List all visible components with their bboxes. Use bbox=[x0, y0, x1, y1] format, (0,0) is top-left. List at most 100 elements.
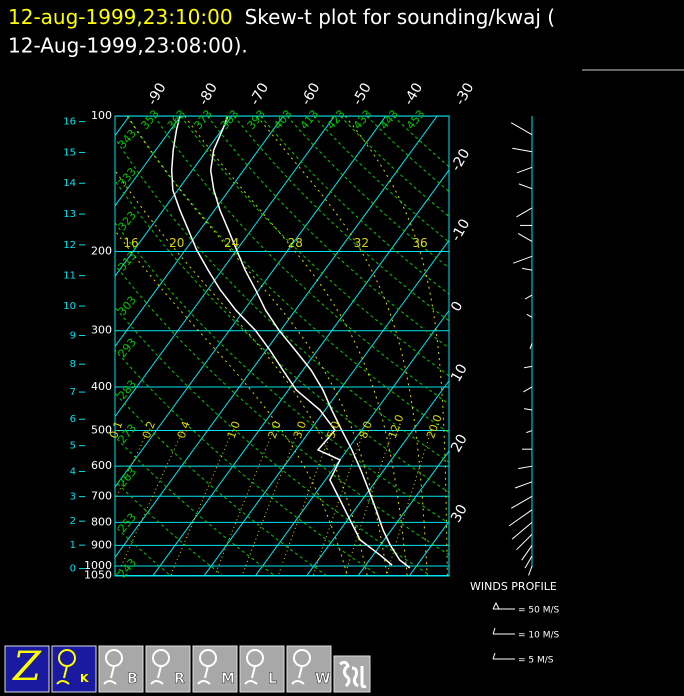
isotherm bbox=[152, 169, 449, 576]
timestamp: 12-aug-1999,23:10:00 bbox=[8, 5, 233, 29]
balloon-string bbox=[197, 665, 211, 685]
isotherm-label: 10 bbox=[448, 361, 471, 384]
height-label: 2 bbox=[70, 516, 76, 527]
wind-barb bbox=[516, 166, 533, 174]
balloon-string bbox=[244, 665, 258, 685]
mixing-ratio-label: 8.0 bbox=[357, 419, 375, 440]
height-label: 14 bbox=[63, 178, 76, 189]
moist-adiabat-label: 20 bbox=[169, 236, 184, 250]
toolbar-button[interactable]: M bbox=[192, 645, 238, 693]
pressure-label: 1050 bbox=[84, 569, 112, 582]
balloon-string bbox=[291, 665, 305, 685]
moist-adiabat-label: 24 bbox=[224, 236, 239, 250]
dry-adiabat bbox=[115, 436, 275, 576]
isotherm bbox=[306, 379, 449, 576]
pressure-label: 100 bbox=[91, 109, 112, 122]
toolbar-button[interactable]: B bbox=[98, 645, 144, 693]
legend-glyph bbox=[492, 601, 515, 610]
button-label: B bbox=[127, 671, 138, 687]
balloon-string bbox=[103, 665, 117, 685]
wind-barb bbox=[510, 122, 533, 136]
button-label: W bbox=[315, 671, 330, 687]
mixing-ratio-label: 0.1 bbox=[107, 419, 125, 440]
pressure-label: 700 bbox=[91, 489, 112, 502]
dry-adiabat bbox=[115, 179, 449, 494]
legend-glyph bbox=[492, 627, 515, 635]
moist-adiabat-label: 28 bbox=[288, 236, 303, 250]
pressure-label: 300 bbox=[91, 324, 112, 337]
height-label: 1 bbox=[70, 540, 76, 551]
balloon-string bbox=[56, 665, 70, 685]
button-face bbox=[98, 645, 144, 693]
toolbar-button[interactable]: L bbox=[239, 645, 285, 693]
height-label: 10 bbox=[63, 301, 76, 312]
toolbar-button[interactable]: Z bbox=[4, 644, 50, 693]
moist-adiabat-label: 32 bbox=[354, 236, 369, 250]
wind-barb bbox=[510, 495, 533, 509]
height-label: 13 bbox=[63, 209, 76, 220]
wind-barb bbox=[524, 294, 533, 300]
wind-barb bbox=[528, 565, 533, 576]
plot-frame bbox=[114, 115, 450, 577]
wind-barb bbox=[523, 386, 533, 393]
title: Skew-t plot for sounding/kwaj ( bbox=[245, 5, 555, 29]
dry-adiabat bbox=[180, 116, 449, 377]
isotherm bbox=[115, 116, 438, 559]
pressure-label: 1000 bbox=[84, 559, 112, 572]
icon-glyph bbox=[339, 660, 367, 689]
pressure-label: 600 bbox=[91, 459, 112, 472]
moist-adiabat-label: 16 bbox=[123, 236, 138, 250]
mixing-ratio-label: 5.0 bbox=[324, 419, 342, 440]
legend-glyph bbox=[492, 652, 515, 660]
dry-adiabat bbox=[115, 264, 449, 556]
pressure-label: 900 bbox=[91, 538, 112, 551]
wind-legend: = 5 M/S bbox=[518, 656, 554, 666]
moist-adiabat bbox=[126, 116, 388, 576]
mixing-ratio-line bbox=[116, 430, 184, 576]
dry-adiabat bbox=[153, 116, 449, 405]
isotherm bbox=[203, 239, 449, 576]
pressure-label: 800 bbox=[91, 515, 112, 528]
dry-adiabat bbox=[115, 137, 449, 463]
pressure-label: 400 bbox=[91, 380, 112, 393]
isotherm bbox=[255, 309, 449, 576]
dry-adiabat bbox=[207, 116, 449, 349]
balloon-string bbox=[150, 665, 164, 685]
isotherm bbox=[357, 450, 449, 576]
wind-barb bbox=[526, 313, 533, 318]
button-label: M bbox=[221, 671, 235, 687]
pressure-label: 500 bbox=[91, 424, 112, 437]
wind-barb bbox=[516, 207, 533, 218]
toolbar-button[interactable]: W bbox=[286, 645, 332, 693]
height-label: 7 bbox=[70, 387, 76, 398]
wind-barb bbox=[514, 481, 533, 489]
mixing-ratio-label: 2.0 bbox=[266, 419, 284, 440]
sounding-trace bbox=[209, 116, 411, 569]
wind-barb bbox=[513, 255, 533, 264]
button-label: K bbox=[80, 672, 89, 685]
moist-adiabat bbox=[115, 229, 348, 576]
bogus-icon[interactable] bbox=[333, 655, 371, 693]
title-line-2: 12-Aug-1999,23:08:00). bbox=[8, 34, 248, 58]
wind-barb bbox=[526, 430, 533, 434]
isotherm-label: 30 bbox=[448, 502, 471, 525]
wind-barb bbox=[512, 147, 533, 153]
wind-barb bbox=[524, 408, 533, 411]
wind-barb bbox=[521, 545, 533, 561]
height-label: 4 bbox=[70, 466, 76, 477]
moist-adiabat-label: 36 bbox=[412, 236, 427, 250]
height-label: 8 bbox=[70, 359, 76, 370]
toolbar-button[interactable]: K bbox=[51, 645, 97, 693]
isotherm bbox=[115, 116, 181, 207]
toolbar-button[interactable]: R bbox=[145, 645, 191, 693]
dry-adiabat bbox=[233, 116, 449, 322]
height-label: 0 bbox=[70, 564, 76, 575]
wind-barb bbox=[529, 343, 533, 350]
wind-legend: = 10 M/S bbox=[518, 631, 560, 641]
dry-adiabat bbox=[115, 392, 327, 576]
wind-barb bbox=[511, 522, 533, 540]
height-label: 11 bbox=[63, 271, 76, 282]
